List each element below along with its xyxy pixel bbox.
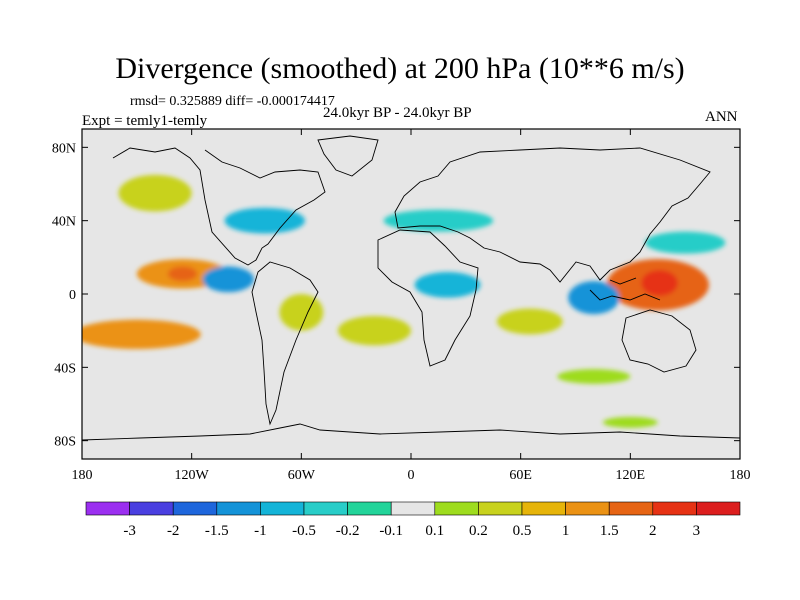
colorbar-swatch	[347, 501, 392, 516]
field-central-america-convergence	[202, 266, 254, 293]
colorbar-swatch	[521, 501, 566, 516]
colorbar-label: 0.5	[513, 523, 532, 539]
x-tick-label: 180	[730, 468, 751, 483]
y-tick-label: 80N	[52, 141, 76, 156]
field-north-west-pacific-band	[644, 231, 726, 254]
y-axis: 80N 40N 0 40S 80S	[52, 141, 740, 450]
y-tick-label: 0	[69, 288, 76, 303]
x-axis: 180 120W 60W 0 60E 120E 180	[72, 129, 751, 483]
field-tropical-west-pacific-core	[641, 270, 678, 296]
field-africa-convergence	[414, 272, 481, 298]
colorbar-label: 0.2	[469, 523, 488, 539]
colorbar-swatch	[434, 501, 479, 516]
eurasia-coastline	[394, 147, 711, 283]
colorbar-label: -1.5	[205, 523, 229, 539]
y-tick-label: 80S	[54, 435, 76, 450]
colorbar-swatch	[172, 501, 218, 516]
colorbar-swatch	[129, 501, 174, 516]
experiment-label: Expt = temly1-temly	[82, 113, 208, 129]
colorbar-label: 2	[649, 523, 657, 539]
colorbar-label: -2	[167, 523, 180, 539]
colorbar-swatch	[478, 501, 523, 516]
colorbar-label: 3	[693, 523, 701, 539]
colorbar: -3 -2 -1.5 -1 -0.5 -0.2 -0.1 0.1 0.2 0.5 1 1.5 2 3	[85, 501, 741, 539]
field-alaska-divergence	[118, 174, 192, 212]
field-south-pacific-convergence-zone	[82, 319, 201, 349]
x-tick-label: 120W	[175, 468, 210, 483]
colorbar-label: -3	[123, 523, 136, 539]
divergence-field	[82, 129, 740, 459]
field-south-america-divergence	[279, 294, 324, 331]
colorbar-label: -0.5	[292, 523, 316, 539]
y-tick-label: 40S	[54, 361, 76, 376]
colorbar-swatch	[565, 501, 610, 516]
colorbar-label: -0.1	[379, 523, 403, 539]
coastlines	[82, 135, 740, 441]
field-north-atlantic-band	[383, 209, 494, 232]
colorbar-swatch	[260, 501, 305, 516]
season-label: ANN	[705, 109, 738, 125]
colorbar-swatch	[696, 501, 741, 516]
north-america-coastline	[112, 147, 326, 266]
chart-title: Divergence (smoothed) at 200 hPa (10**6 …	[115, 52, 685, 85]
field-east-pacific-core	[167, 266, 198, 282]
australia-coastline	[621, 309, 697, 373]
colorbar-swatch	[390, 501, 436, 516]
colorbar-swatch	[216, 501, 261, 516]
colorbar-label: -0.2	[336, 523, 360, 539]
colorbar-label: 0.1	[425, 523, 444, 539]
stats-line: rmsd= 0.325889 diff= -0.000174417	[130, 94, 335, 109]
x-tick-label: 0	[408, 468, 415, 483]
x-tick-label: 120E	[616, 468, 646, 483]
x-tick-label: 60E	[509, 468, 532, 483]
maritime-continent-coastline	[589, 277, 661, 301]
x-tick-label: 180	[72, 468, 93, 483]
y-tick-label: 40N	[52, 215, 76, 230]
field-southern-ocean-band	[557, 369, 631, 384]
colorbar-swatch	[652, 501, 697, 516]
colorbar-label: -1	[254, 523, 267, 539]
antarctica-coastline	[82, 423, 740, 441]
field-maritime-continent-convergence	[568, 281, 620, 315]
colorbar-label: 1.5	[600, 523, 619, 539]
x-tick-label: 60W	[288, 468, 316, 483]
colorbar-swatch	[608, 501, 654, 516]
colorbar-swatch	[85, 501, 130, 516]
field-indian-ocean-divergence	[496, 308, 563, 335]
period-label: 24.0kyr BP - 24.0kyr BP	[323, 105, 472, 121]
field-antarctic-coast-band	[602, 416, 658, 428]
field-south-atlantic-divergence	[337, 316, 412, 346]
colorbar-label: 1	[562, 523, 570, 539]
africa-coastline	[377, 229, 479, 367]
south-america-coastline	[251, 261, 319, 426]
colorbar-swatch	[303, 501, 348, 516]
greenland-coastline	[317, 135, 379, 177]
field-north-america-convergence	[224, 207, 305, 234]
